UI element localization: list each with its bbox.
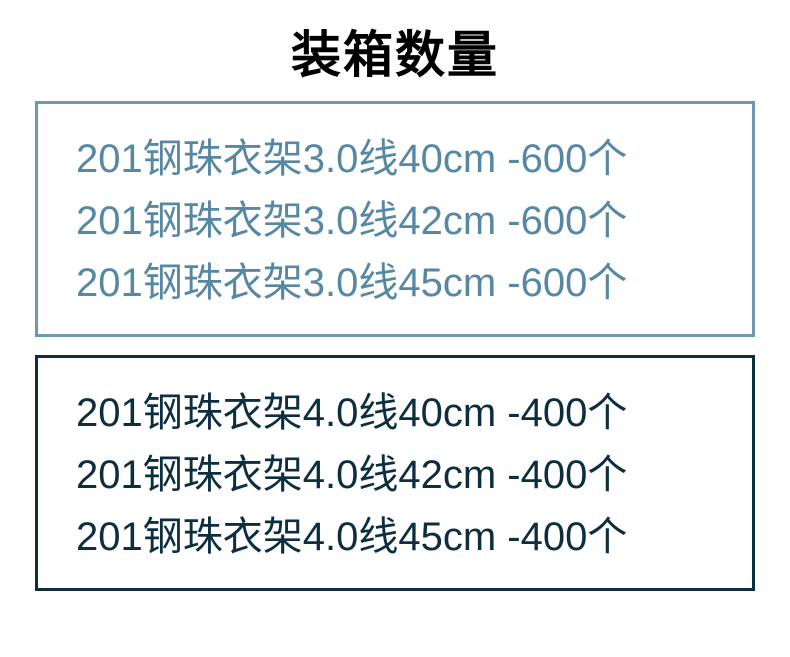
spec-line: 201钢珠衣架4.0线42cm -400个: [76, 444, 722, 506]
packing-box-group-1: 201钢珠衣架3.0线40cm -600个 201钢珠衣架3.0线42cm -6…: [35, 101, 755, 337]
spec-line: 201钢珠衣架4.0线45cm -400个: [76, 506, 722, 568]
packing-box-group-2: 201钢珠衣架4.0线40cm -400个 201钢珠衣架4.0线42cm -4…: [35, 355, 755, 591]
spec-line: 201钢珠衣架3.0线42cm -600个: [76, 190, 722, 252]
spec-line: 201钢珠衣架3.0线40cm -600个: [76, 128, 722, 190]
spec-line: 201钢珠衣架3.0线45cm -600个: [76, 252, 722, 314]
spec-line: 201钢珠衣架4.0线40cm -400个: [76, 382, 722, 444]
page-title: 装箱数量: [291, 15, 499, 87]
